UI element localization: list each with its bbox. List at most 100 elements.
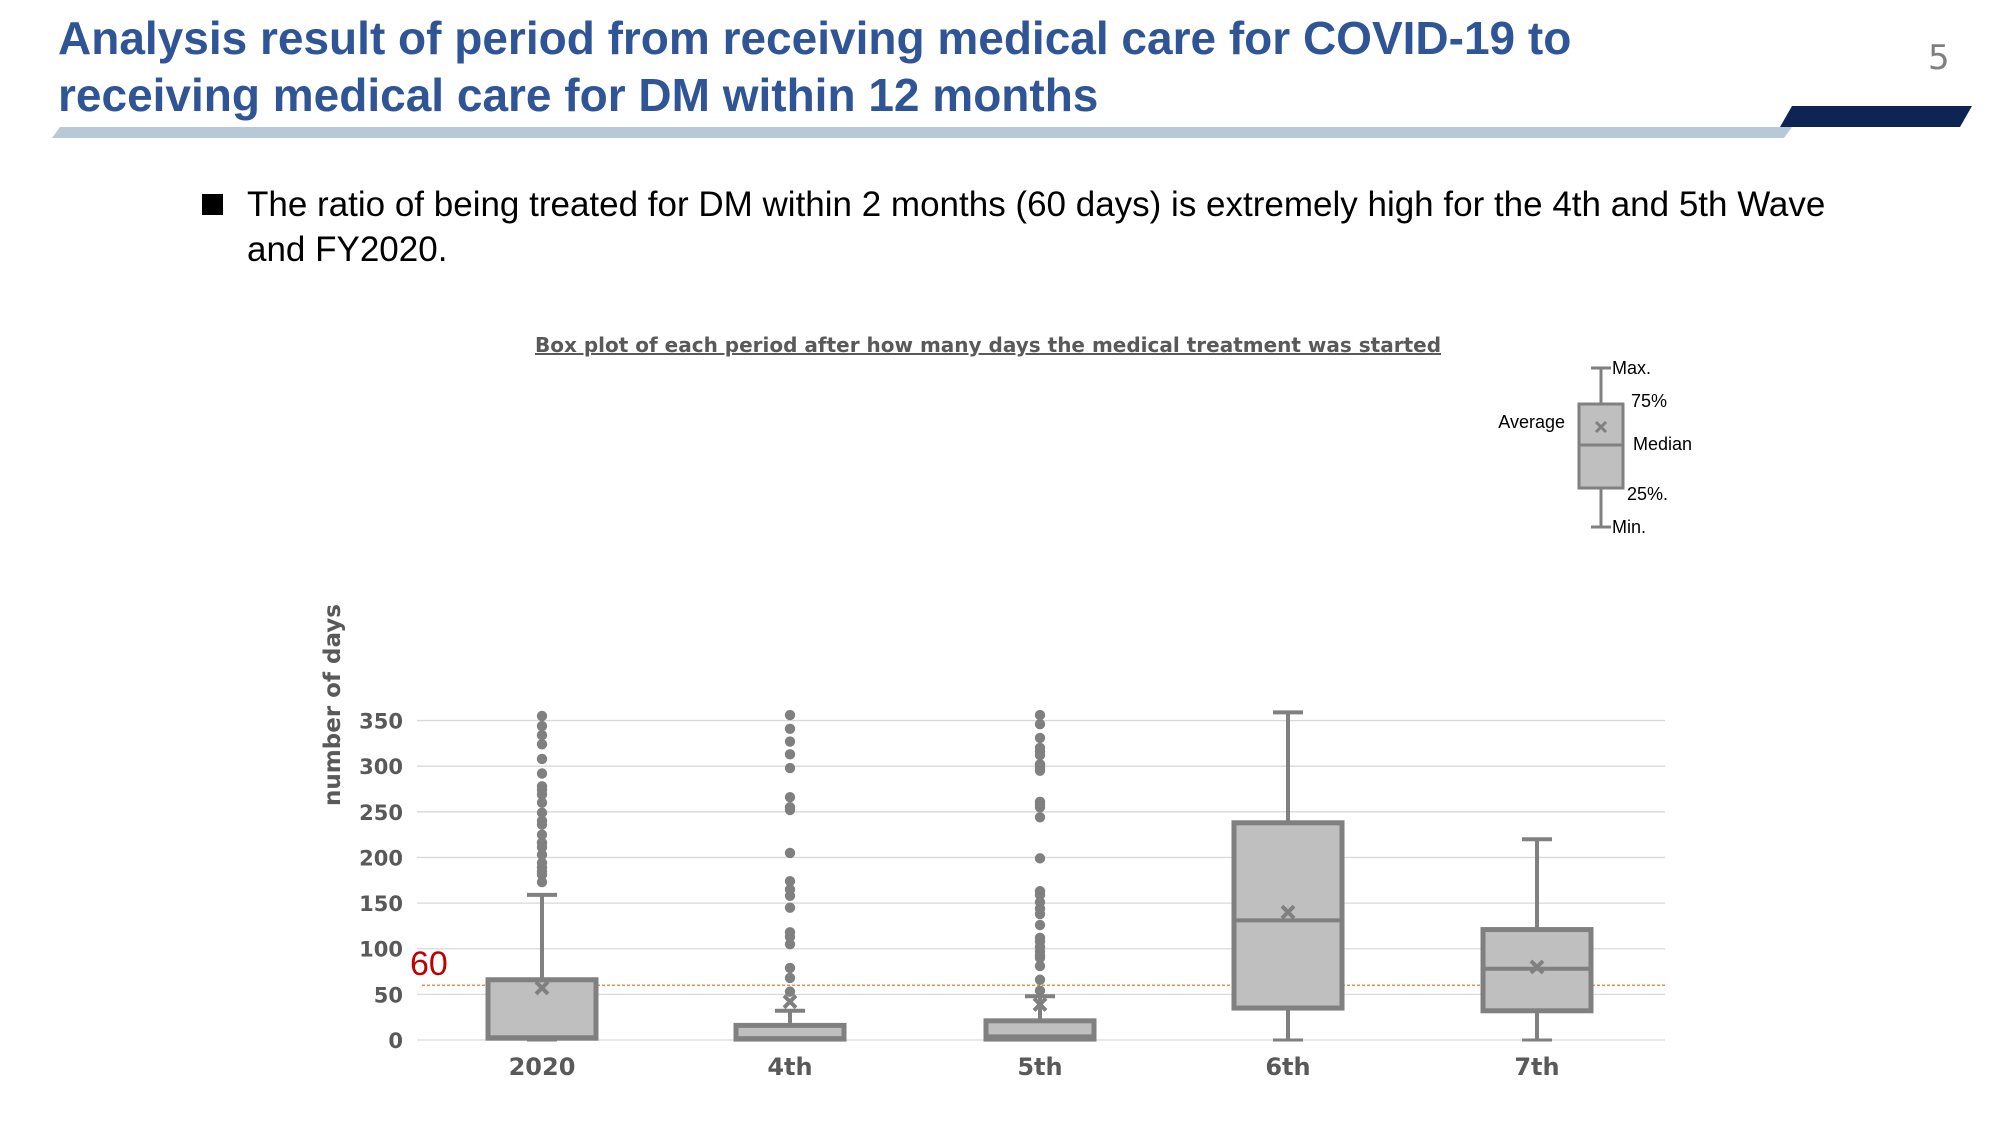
y-tick-labels: 0 50 100 150 200 250 300 350 xyxy=(359,710,403,1053)
legend-mean-b xyxy=(1594,420,1608,434)
mean-marker-stroke-b xyxy=(1529,959,1545,975)
y-tick-label-350: 350 xyxy=(359,710,403,734)
x-tick-labels: 2020 4th 5th 6th 7th xyxy=(509,1053,1560,1081)
outlier-point xyxy=(1034,812,1046,823)
slide-title: Analysis result of period from receiving… xyxy=(58,10,1808,124)
x-tick-label-2020: 2020 xyxy=(509,1053,576,1081)
outlier-point xyxy=(536,797,548,808)
legend-label-q3: 75% xyxy=(1631,391,1667,411)
outlier-point xyxy=(536,710,548,722)
outlier-point xyxy=(784,902,796,913)
outlier-point xyxy=(1034,802,1046,813)
outlier-point xyxy=(1034,908,1046,920)
x-tick-label-4th: 4th xyxy=(767,1053,812,1081)
outlier-point xyxy=(536,829,548,840)
boxes-group xyxy=(485,709,1594,1042)
outlier-point xyxy=(784,792,796,803)
outlier-point xyxy=(536,729,548,741)
y-tick-label-300: 300 xyxy=(359,755,403,779)
outlier-point xyxy=(1034,732,1046,744)
x-tick-label-7th: 7th xyxy=(1514,1053,1559,1081)
outlier-point xyxy=(1034,719,1046,730)
outlier-point xyxy=(1034,974,1046,985)
reference-line-group: 60 xyxy=(410,945,1665,986)
legend-label-median: Median xyxy=(1633,434,1692,454)
outlier-point xyxy=(1034,985,1046,996)
header-accent-bar xyxy=(1780,106,1972,127)
mean-marker-stroke-b xyxy=(534,980,550,996)
chart-title: Box plot of each period after how many d… xyxy=(535,333,1441,357)
legend-label-average: Average xyxy=(1498,412,1565,432)
outlier-point xyxy=(784,931,796,943)
mean-marker xyxy=(534,980,550,996)
outlier-point xyxy=(784,847,796,859)
outlier-point xyxy=(536,842,548,853)
outlier-point xyxy=(536,768,548,779)
y-tick-label-0: 0 xyxy=(388,1029,403,1053)
outlier-point xyxy=(536,876,548,888)
bullet-square-icon xyxy=(202,194,223,215)
box-iqr xyxy=(1231,820,1345,1011)
outlier-point xyxy=(536,869,548,881)
x-tick-label-5th: 5th xyxy=(1017,1053,1062,1081)
outlier-point xyxy=(1034,765,1046,776)
slide-title-line2: receiving medical care for DM within 12 … xyxy=(58,69,1099,121)
outlier-point xyxy=(536,807,548,818)
outlier-point xyxy=(784,723,796,734)
y-axis-label: number of days xyxy=(320,604,346,806)
outlier-point xyxy=(536,753,548,765)
mean-marker-stroke-b xyxy=(1280,904,1296,920)
outlier-point xyxy=(784,875,796,887)
y-tick-label-200: 200 xyxy=(359,846,403,870)
outlier-point xyxy=(784,736,796,747)
y-tick-label-100: 100 xyxy=(359,938,403,962)
outlier-point xyxy=(1034,960,1046,972)
outlier-point xyxy=(784,962,796,974)
outlier-point xyxy=(784,890,796,901)
y-tick-label-250: 250 xyxy=(359,801,403,825)
box-5th xyxy=(983,709,1097,1042)
outlier-point xyxy=(536,739,548,750)
legend-label-min: Min. xyxy=(1612,517,1646,537)
slide-title-line1: Analysis result of period from receiving… xyxy=(58,12,1572,64)
legend-label-q1: 25%. xyxy=(1627,484,1668,504)
outlier-point xyxy=(784,804,796,816)
bullet-text: The ratio of being treated for DM within… xyxy=(247,185,1826,269)
outlier-point xyxy=(1034,709,1046,721)
mean-marker-stroke-b xyxy=(1032,996,1048,1012)
mean-marker xyxy=(1032,996,1048,1012)
header-underline xyxy=(52,127,1792,138)
y-tick-label-150: 150 xyxy=(359,892,403,916)
outlier-point xyxy=(784,938,796,950)
outlier-point xyxy=(784,762,796,774)
outlier-point xyxy=(536,819,548,830)
outlier-point xyxy=(1034,952,1046,964)
legend-mean-marker xyxy=(1594,420,1608,434)
outlier-point xyxy=(1034,889,1046,901)
outlier-point xyxy=(784,749,796,760)
outlier-point xyxy=(536,720,548,732)
outlier-point xyxy=(1034,919,1046,931)
box-6th xyxy=(1231,710,1345,1042)
box-2020 xyxy=(485,710,599,1042)
box-7th xyxy=(1480,837,1594,1042)
reference-line-label: 60 xyxy=(410,945,448,983)
page-number: 5 xyxy=(1928,38,1950,78)
outlier-point xyxy=(1034,853,1046,864)
outlier-point xyxy=(784,972,796,984)
outlier-point xyxy=(784,709,796,721)
mean-marker xyxy=(782,994,798,1010)
x-tick-label-6th: 6th xyxy=(1265,1053,1310,1081)
box-4th xyxy=(733,709,847,1042)
mean-marker xyxy=(1529,959,1545,975)
outlier-point xyxy=(1034,750,1046,761)
outlier-point xyxy=(784,986,796,997)
mean-marker-stroke-b xyxy=(782,994,798,1010)
outlier-point xyxy=(536,789,548,800)
outlier-point xyxy=(536,849,548,860)
legend: Max. 75% Average Median 25%. Min. xyxy=(1498,358,1692,537)
y-tick-label-50: 50 xyxy=(374,983,403,1007)
mean-marker xyxy=(1280,904,1296,920)
legend-label-max: Max. xyxy=(1612,358,1651,378)
